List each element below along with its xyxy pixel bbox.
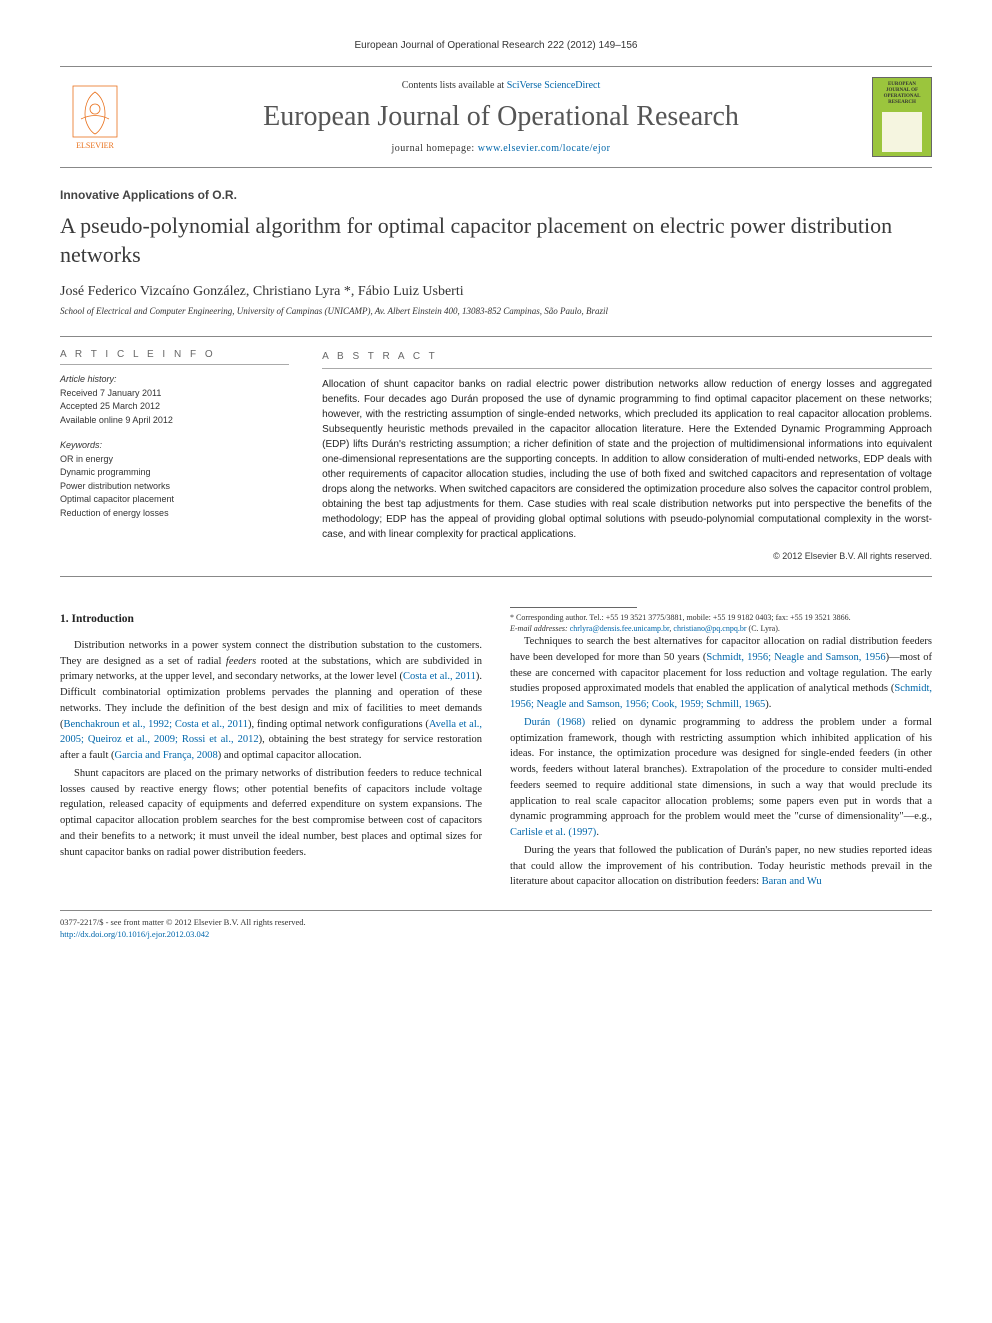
journal-banner: ELSEVIER Contents lists available at Sci…	[60, 66, 932, 168]
corresponding-note: * Corresponding author. Tel.: +55 19 352…	[510, 612, 932, 623]
contents-line: Contents lists available at SciVerse Sci…	[130, 80, 872, 91]
elsevier-logo: ELSEVIER	[60, 77, 130, 157]
email-note: E-mail addresses: chrlyra@densis.fee.uni…	[510, 623, 932, 634]
intro-p3: Techniques to search the best alternativ…	[510, 634, 932, 713]
abstract-copyright: © 2012 Elsevier B.V. All rights reserved…	[322, 550, 932, 564]
issn-line: 0377-2217/$ - see front matter © 2012 El…	[60, 917, 932, 929]
abstract-column: A B S T R A C T Allocation of shunt capa…	[304, 337, 932, 576]
email-link[interactable]: chrlyra@densis.fee.unicamp.br	[570, 624, 670, 633]
banner-center: Contents lists available at SciVerse Sci…	[130, 80, 872, 154]
info-abstract-row: A R T I C L E I N F O Article history: R…	[60, 336, 932, 577]
abstract-heading: A B S T R A C T	[322, 349, 932, 369]
keywords-block: Keywords: OR in energy Dynamic programmi…	[60, 439, 289, 520]
article-info-column: A R T I C L E I N F O Article history: R…	[60, 337, 304, 576]
article-history: Article history: Received 7 January 2011…	[60, 373, 289, 427]
journal-cover-thumbnail: EUROPEAN JOURNAL OF OPERATIONAL RESEARCH	[872, 77, 932, 157]
page-footer: 0377-2217/$ - see front matter © 2012 El…	[60, 910, 932, 941]
article-info-heading: A R T I C L E I N F O	[60, 349, 289, 365]
authors: José Federico Vizcaíno González, Christi…	[60, 284, 932, 300]
intro-p5: During the years that followed the publi…	[510, 843, 932, 890]
intro-p2: Shunt capacitors are placed on the prima…	[60, 766, 482, 861]
body-two-column: 1. Introduction Distribution networks in…	[60, 607, 932, 890]
ref-link[interactable]: Durán (1968)	[524, 717, 585, 728]
elsevier-label: ELSEVIER	[76, 141, 114, 150]
homepage-link[interactable]: www.elsevier.com/locate/ejor	[478, 143, 611, 154]
ref-link[interactable]: Baran and Wu	[762, 876, 822, 887]
affiliation: School of Electrical and Computer Engine…	[60, 306, 932, 316]
email-link[interactable]: christiano@pq.cnpq.br	[673, 624, 746, 633]
footnotes: * Corresponding author. Tel.: +55 19 352…	[510, 607, 932, 634]
ref-link[interactable]: Garcia and França, 2008	[115, 750, 218, 761]
ref-link[interactable]: Schmidt, 1956; Neagle and Samson, 1956	[706, 652, 885, 663]
ref-link[interactable]: Carlisle et al. (1997)	[510, 827, 596, 838]
intro-heading: 1. Introduction	[60, 611, 482, 628]
doi-link[interactable]: http://dx.doi.org/10.1016/j.ejor.2012.03…	[60, 929, 209, 939]
ref-link[interactable]: Costa et al., 2011	[403, 671, 476, 682]
sciencedirect-link[interactable]: SciVerse ScienceDirect	[507, 80, 601, 91]
homepage-line: journal homepage: www.elsevier.com/locat…	[130, 143, 872, 154]
ref-link[interactable]: Benchakroun et al., 1992; Costa et al., …	[64, 719, 249, 730]
section-tag: Innovative Applications of O.R.	[60, 188, 932, 202]
intro-p1: Distribution networks in a power system …	[60, 638, 482, 764]
paper-title: A pseudo-polynomial algorithm for optima…	[60, 212, 932, 269]
abstract-text: Allocation of shunt capacitor banks on r…	[322, 377, 932, 542]
journal-title: European Journal of Operational Research	[130, 101, 872, 133]
intro-p4: Durán (1968) relied on dynamic programmi…	[510, 715, 932, 841]
citation-line: European Journal of Operational Research…	[60, 40, 932, 51]
